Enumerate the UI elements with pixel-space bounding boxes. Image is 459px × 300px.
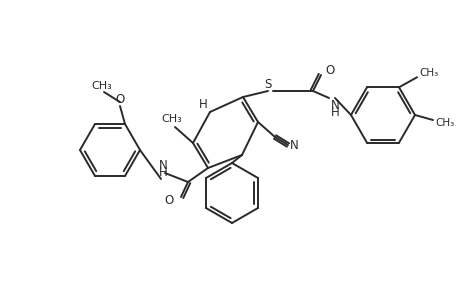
Text: H: H [198,98,207,110]
Text: H: H [158,166,167,178]
Text: CH₃: CH₃ [418,68,437,78]
Text: N: N [330,98,339,112]
Text: O: O [164,194,174,206]
Text: N: N [158,158,167,172]
Text: N: N [289,139,298,152]
Text: H: H [330,106,339,118]
Text: CH₃: CH₃ [434,118,453,128]
Text: O: O [115,92,124,106]
Text: O: O [325,64,334,76]
Text: CH₃: CH₃ [91,81,112,91]
Text: S: S [264,77,271,91]
Text: CH₃: CH₃ [161,114,182,124]
